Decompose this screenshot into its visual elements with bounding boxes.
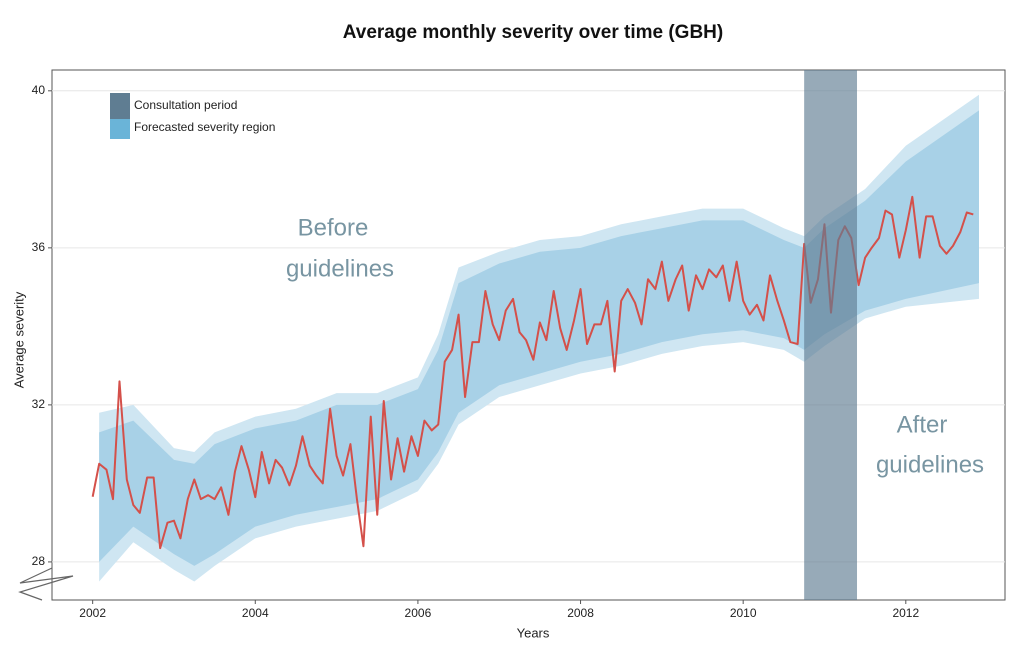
x-tick-label: 2006 <box>405 606 432 620</box>
y-tick-label: 32 <box>32 397 46 411</box>
x-tick-label: 2002 <box>79 606 106 620</box>
x-tick-label: 2008 <box>567 606 594 620</box>
x-tick-label: 2012 <box>892 606 919 620</box>
consultation-period <box>804 70 858 600</box>
x-tick-label: 2010 <box>730 606 757 620</box>
x-axis-label: Years <box>517 625 550 640</box>
chart-title: Average monthly severity over time (GBH) <box>343 22 723 43</box>
after-label: guidelines <box>876 451 984 478</box>
y-tick-label: 36 <box>32 240 46 254</box>
before-label: Before <box>298 214 369 241</box>
y-tick-label: 28 <box>32 554 46 568</box>
legend-label: Forecasted severity region <box>134 120 275 134</box>
x-tick-label: 2004 <box>242 606 269 620</box>
after-label: After <box>897 411 948 438</box>
before-label: guidelines <box>286 255 394 282</box>
legend-label: Consultation period <box>134 98 237 112</box>
legend-swatch <box>110 93 130 119</box>
y-axis-label: Average severity <box>11 291 26 388</box>
legend-swatch <box>110 119 130 139</box>
axis-break <box>18 567 74 601</box>
forecast-band-inner <box>99 110 979 566</box>
y-tick-label: 40 <box>32 83 46 97</box>
